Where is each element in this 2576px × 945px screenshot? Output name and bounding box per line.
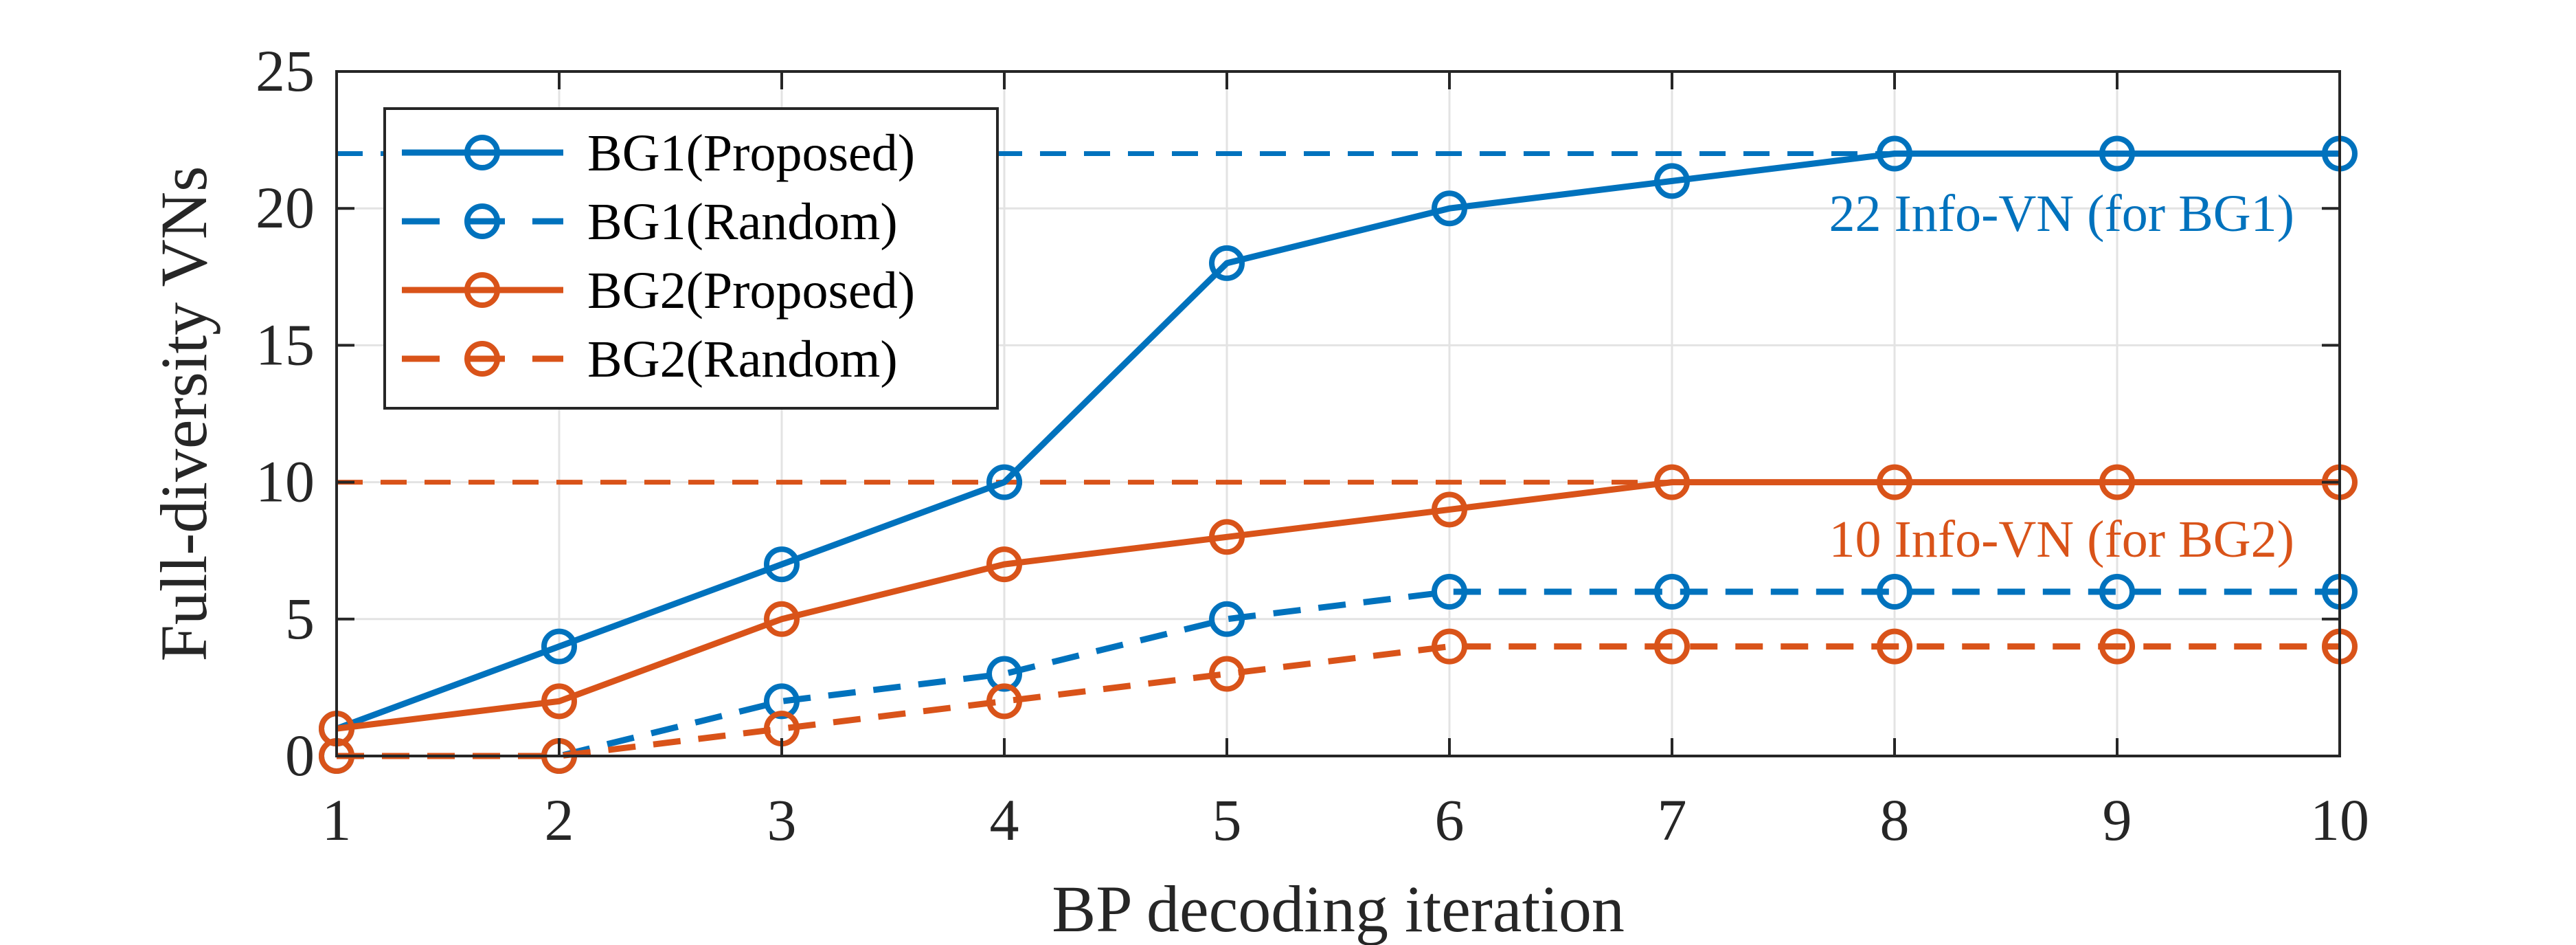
- y-axis-title: Full-diversity VNs: [147, 166, 221, 662]
- data-point-marker: [1209, 519, 1245, 555]
- data-point-marker: [1654, 573, 1690, 610]
- data-point-marker: [764, 546, 800, 583]
- y-tick-label: 10: [256, 449, 315, 515]
- series-line: [337, 588, 2340, 759]
- x-tick-label: 2: [545, 787, 574, 853]
- x-tick-label: 9: [2103, 787, 2132, 853]
- series-line: [336, 479, 2340, 732]
- legend-marker: [464, 135, 500, 170]
- data-point-marker: [541, 683, 577, 720]
- data-point-marker: [986, 464, 1022, 500]
- data-point-marker: [1877, 464, 1912, 500]
- y-tick-label: 25: [256, 38, 315, 104]
- legend-marker: [464, 203, 500, 239]
- data-point-marker: [541, 628, 577, 665]
- data-point-marker: [1209, 245, 1245, 281]
- axes-box: [335, 70, 2341, 757]
- data-point-marker: [1209, 601, 1245, 637]
- reference-line-label: 10 Info-VN (for BG2): [1829, 511, 2294, 568]
- data-point-marker: [1654, 464, 1690, 500]
- series-line: [335, 151, 2340, 732]
- y-tick-label: 15: [256, 311, 315, 377]
- y-tick-label: 20: [256, 175, 315, 241]
- legend-marker: [464, 272, 500, 308]
- data-point-marker: [764, 683, 800, 720]
- data-point-marker: [2099, 628, 2135, 665]
- data-point-marker: [1877, 573, 1912, 610]
- series-group: [319, 135, 2358, 774]
- x-tick-label: 4: [990, 787, 1019, 853]
- data-point-marker: [1209, 656, 1245, 692]
- data-point-marker: [2099, 135, 2135, 172]
- data-point-marker: [1432, 491, 1467, 528]
- data-point-marker: [2099, 464, 2135, 500]
- x-tick-label: 7: [1658, 787, 1687, 853]
- data-point-marker: [986, 546, 1022, 583]
- data-point-marker: [1432, 628, 1467, 665]
- data-point-marker: [764, 601, 800, 637]
- tick-labels: 1 2 3 4 5 6 7 8 9 10 0 5 10 15 20 25: [256, 38, 2369, 853]
- y-tick-label: 0: [285, 722, 315, 788]
- x-tick-label: 5: [1212, 787, 1242, 853]
- data-point-marker: [1432, 573, 1467, 610]
- data-point-marker: [1877, 135, 1912, 172]
- x-tick-label: 8: [1880, 787, 1910, 853]
- reference-line-label: 22 Info-VN (for BG1): [1829, 185, 2294, 243]
- legend: BG1(Proposed) BG1(Random) BG2(Proposed) BG2…: [383, 107, 999, 410]
- axes: [335, 70, 2341, 757]
- legend-label: BG1(Random): [587, 193, 898, 251]
- x-tick-label: 10: [2310, 787, 2369, 853]
- x-tick-label: 3: [767, 787, 797, 853]
- data-point-marker: [2099, 573, 2135, 610]
- x-tick-label: 1: [322, 787, 352, 853]
- legend-label: BG2(Proposed): [587, 262, 915, 320]
- legend-marker: [464, 341, 500, 377]
- series-line: [337, 643, 2340, 759]
- x-tick-label: 6: [1435, 787, 1465, 853]
- y-tick-label: 5: [285, 586, 315, 652]
- data-point-marker: [986, 656, 1022, 692]
- data-point-marker: [1877, 628, 1912, 665]
- data-point-marker: [1432, 190, 1467, 227]
- data-point-marker: [1654, 163, 1690, 199]
- x-axis-title: BP decoding iteration: [1052, 872, 1625, 945]
- annotations: 22 Info-VN (for BG1) 10 Info-VN (for BG2): [1829, 185, 2294, 568]
- legend-label: BG2(Random): [587, 331, 898, 388]
- data-point-marker: [986, 683, 1022, 720]
- legend-label: BG1(Proposed): [587, 124, 915, 182]
- data-point-marker: [1654, 628, 1690, 665]
